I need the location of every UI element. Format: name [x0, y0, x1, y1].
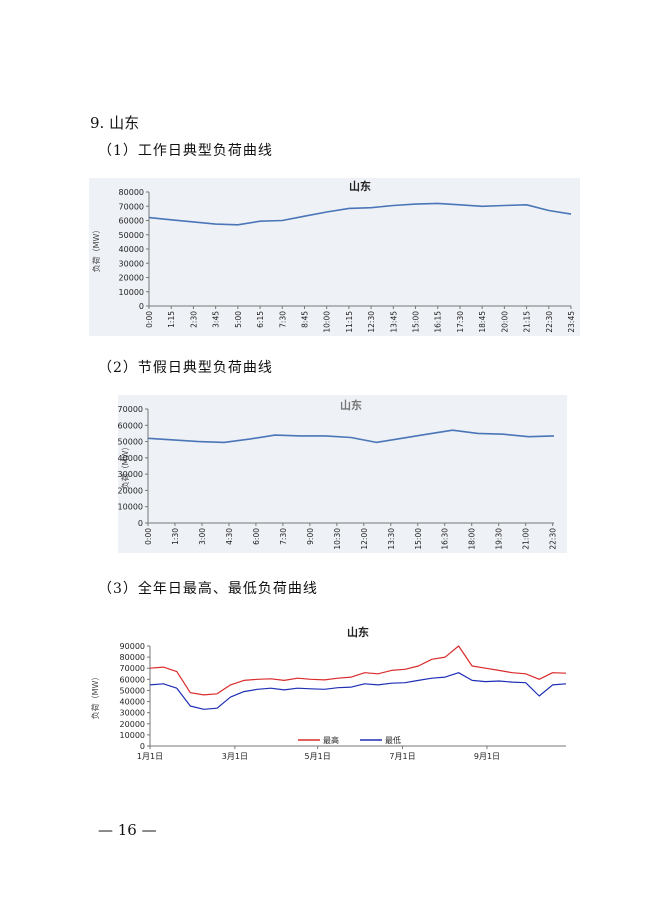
y-axis-label: 负荷（MW）	[90, 673, 100, 720]
y-tick-label: 70000	[120, 664, 145, 673]
x-tick-label: 5:00	[234, 311, 243, 328]
y-tick-label: 40000	[119, 245, 144, 254]
x-tick-label: 0:00	[144, 528, 153, 545]
y-tick-label: 90000	[120, 642, 145, 651]
x-tick-label: 1月1日	[137, 752, 163, 761]
y-tick-label: 80000	[119, 188, 144, 197]
x-tick-label: 5月1日	[305, 752, 331, 761]
x-tick-label: 1:30	[171, 528, 180, 545]
subtitle-holiday: （2）节假日典型负荷曲线	[98, 360, 273, 376]
y-tick-label: 30000	[118, 470, 143, 479]
y-tick-label: 10000	[118, 503, 143, 512]
x-tick-label: 3:45	[212, 311, 221, 328]
x-tick-label: 13:45	[389, 311, 398, 333]
series-line	[149, 672, 567, 710]
x-tick-label: 10:30	[333, 528, 342, 550]
x-tick-label: 9月1日	[474, 752, 500, 761]
y-tick-label: 20000	[118, 486, 143, 495]
x-tick-label: 6:00	[252, 528, 261, 545]
chart-title: 山东	[340, 398, 362, 412]
x-tick-label: 22:30	[549, 528, 558, 550]
chart-panel-workday: 山东负荷（MW） 0 10000 20000 30000 40000 50000 60000 7…	[89, 178, 580, 336]
x-tick-label: 19:30	[495, 528, 504, 550]
series-line	[147, 429, 555, 444]
y-tick-label: 30000	[119, 259, 144, 268]
y-tick-label: 50000	[120, 686, 145, 695]
x-tick-label: 23:45	[567, 311, 576, 333]
y-tick-label: 50000	[118, 438, 143, 447]
x-tick-label: 1:15	[167, 311, 176, 328]
x-tick-label: 7月1日	[389, 752, 415, 761]
x-tick-label: 18:00	[468, 528, 477, 550]
y-tick-label: 40000	[120, 698, 145, 707]
y-tick-label: 70000	[119, 202, 144, 211]
chart-title: 山东	[347, 625, 369, 639]
x-tick-label: 17:30	[456, 311, 465, 333]
y-tick-label: 10000	[120, 731, 145, 740]
x-tick-label: 13:30	[387, 528, 396, 550]
x-tick-label: 10:00	[323, 311, 332, 333]
chart-panel-holiday: 山东负荷（MW） 0 10000 20000 30000 40000 50000 60000 7…	[118, 395, 567, 553]
y-tick-label: 30000	[120, 709, 145, 718]
x-tick-label: 21:00	[522, 528, 531, 550]
y-tick-label: 50000	[119, 231, 144, 240]
y-tick-label: 0	[140, 742, 145, 751]
x-tick-label: 2:30	[189, 311, 198, 328]
x-tick-label: 15:00	[414, 528, 423, 550]
x-tick-label: 6:15	[256, 311, 265, 328]
series-line	[148, 202, 572, 226]
y-axis-label: 负荷（MW）	[91, 226, 101, 273]
y-tick-label: 60000	[119, 217, 144, 226]
y-tick-label: 0	[138, 519, 143, 528]
x-tick-label: 3月1日	[222, 752, 248, 761]
x-tick-label: 7:30	[279, 528, 288, 545]
x-tick-label: 20:00	[500, 311, 509, 333]
x-tick-label: 11:15	[345, 311, 354, 333]
x-tick-label: 12:00	[360, 528, 369, 550]
y-axis-label: 负荷（MW）	[120, 443, 130, 490]
x-tick-label: 3:00	[198, 528, 207, 545]
page-number: — 16 —	[98, 821, 157, 839]
y-tick-label: 0	[139, 302, 144, 311]
y-tick-label: 80000	[120, 653, 145, 662]
y-tick-label: 20000	[120, 720, 145, 729]
x-tick-label: 9:00	[306, 528, 315, 545]
legend-label: 最高	[323, 735, 339, 745]
y-tick-label: 20000	[119, 274, 144, 283]
x-tick-label: 7:30	[278, 311, 287, 328]
x-tick-label: 21:15	[523, 311, 532, 333]
x-tick-label: 15:00	[412, 311, 421, 333]
subtitle-annual: （3）全年日最高、最低负荷曲线	[98, 581, 318, 597]
chart-title: 山东	[349, 179, 371, 193]
x-tick-label: 12:30	[367, 311, 376, 333]
x-tick-label: 8:45	[300, 311, 309, 328]
section-title: 9. 山东	[90, 114, 140, 132]
x-tick-label: 0:00	[145, 311, 154, 328]
y-tick-label: 70000	[118, 405, 143, 414]
y-tick-label: 10000	[119, 288, 144, 297]
subtitle-workday: （1）工作日典型负荷曲线	[98, 143, 273, 159]
y-tick-label: 40000	[118, 454, 143, 463]
chart-panel-annual: 山东负荷（MW） 0 10000 20000 30000 40000 50000 60000 7…	[90, 618, 578, 768]
x-tick-label: 18:45	[478, 311, 487, 333]
x-tick-label: 22:30	[545, 311, 554, 333]
x-tick-label: 16:30	[441, 528, 450, 550]
y-tick-label: 60000	[118, 421, 143, 430]
series-line	[149, 645, 567, 696]
legend-label: 最低	[385, 735, 401, 745]
y-tick-label: 60000	[120, 675, 145, 684]
x-tick-label: 4:30	[225, 528, 234, 545]
x-tick-label: 16:15	[434, 311, 443, 333]
